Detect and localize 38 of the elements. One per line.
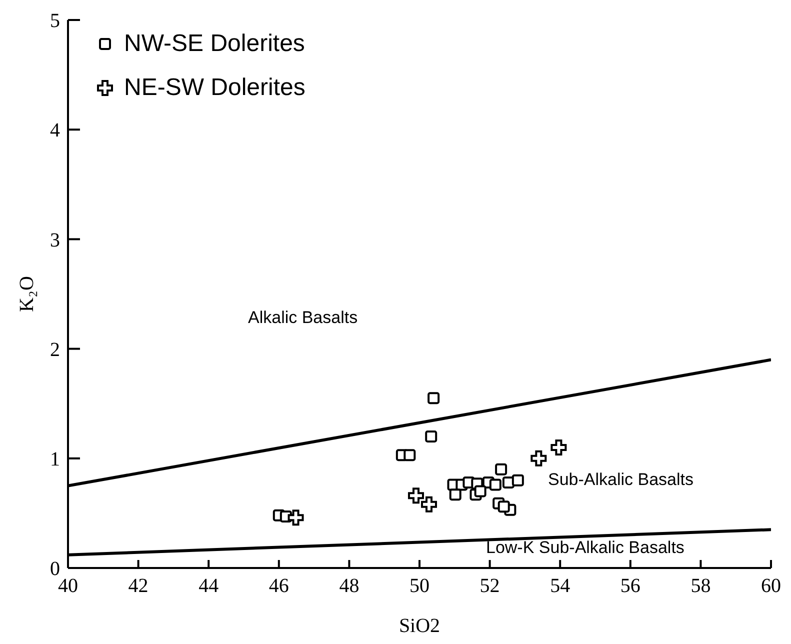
point [489,478,502,491]
x-tick-label: 52 [480,575,500,598]
y-tick-label: 4 [50,120,60,142]
x-tick-label: 56 [620,575,640,598]
x-tick-label: 44 [198,575,219,598]
point [474,485,486,498]
y-tick-label: 5 [50,10,60,32]
x-tick-label: 54 [550,575,570,598]
point [425,430,438,442]
point [550,439,567,456]
point [408,488,424,504]
annotation: Sub-Alkalic Basalts [548,470,694,490]
x-tick-label: 48 [339,575,360,598]
x-tick-label: 46 [268,575,289,598]
x-tick-label: 60 [761,575,781,598]
y-tick-label: 1 [50,448,60,470]
point [420,496,437,512]
point [288,510,304,526]
point [404,449,416,462]
annotation: Alkalic Basalts [248,308,358,328]
y-tick-label: 2 [50,338,60,361]
x-tick-label: 50 [410,575,430,598]
point [512,474,524,486]
legend-label: NE-SW Dolerites [124,74,306,102]
annotation: Low-K Sub-Alkalic Basalts [486,538,684,558]
point [498,500,510,513]
point [530,450,547,466]
x-tick-label: 40 [58,575,78,598]
y-tick-label: 3 [50,229,60,252]
point [449,488,462,501]
point [495,463,508,476]
x-axis-title: SiO2 [398,615,440,637]
y-axis-title: K₂O [16,276,38,312]
y-tick-label: 0 [50,558,60,580]
legend-label: NW-SE Dolerites [124,30,305,58]
x-tick-label: 42 [128,575,148,598]
x-tick-label: 58 [690,575,711,598]
point [428,392,440,404]
